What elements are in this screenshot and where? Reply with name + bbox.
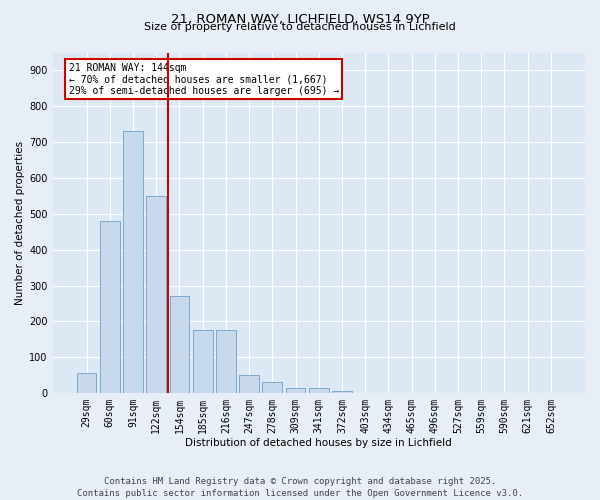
Bar <box>170 296 190 393</box>
X-axis label: Distribution of detached houses by size in Lichfield: Distribution of detached houses by size … <box>185 438 452 448</box>
Bar <box>332 392 352 393</box>
Bar <box>286 388 305 393</box>
Bar <box>193 330 212 393</box>
Bar <box>262 382 282 393</box>
Bar <box>146 196 166 393</box>
Text: 21 ROMAN WAY: 144sqm
← 70% of detached houses are smaller (1,667)
29% of semi-de: 21 ROMAN WAY: 144sqm ← 70% of detached h… <box>68 62 339 96</box>
Bar <box>239 376 259 393</box>
Bar <box>77 374 97 393</box>
Y-axis label: Number of detached properties: Number of detached properties <box>15 141 25 305</box>
Bar <box>309 388 329 393</box>
Text: Contains HM Land Registry data © Crown copyright and database right 2025.
Contai: Contains HM Land Registry data © Crown c… <box>77 476 523 498</box>
Bar <box>123 132 143 393</box>
Bar <box>100 221 119 393</box>
Text: 21, ROMAN WAY, LICHFIELD, WS14 9YP: 21, ROMAN WAY, LICHFIELD, WS14 9YP <box>170 12 430 26</box>
Bar <box>216 330 236 393</box>
Text: Size of property relative to detached houses in Lichfield: Size of property relative to detached ho… <box>144 22 456 32</box>
